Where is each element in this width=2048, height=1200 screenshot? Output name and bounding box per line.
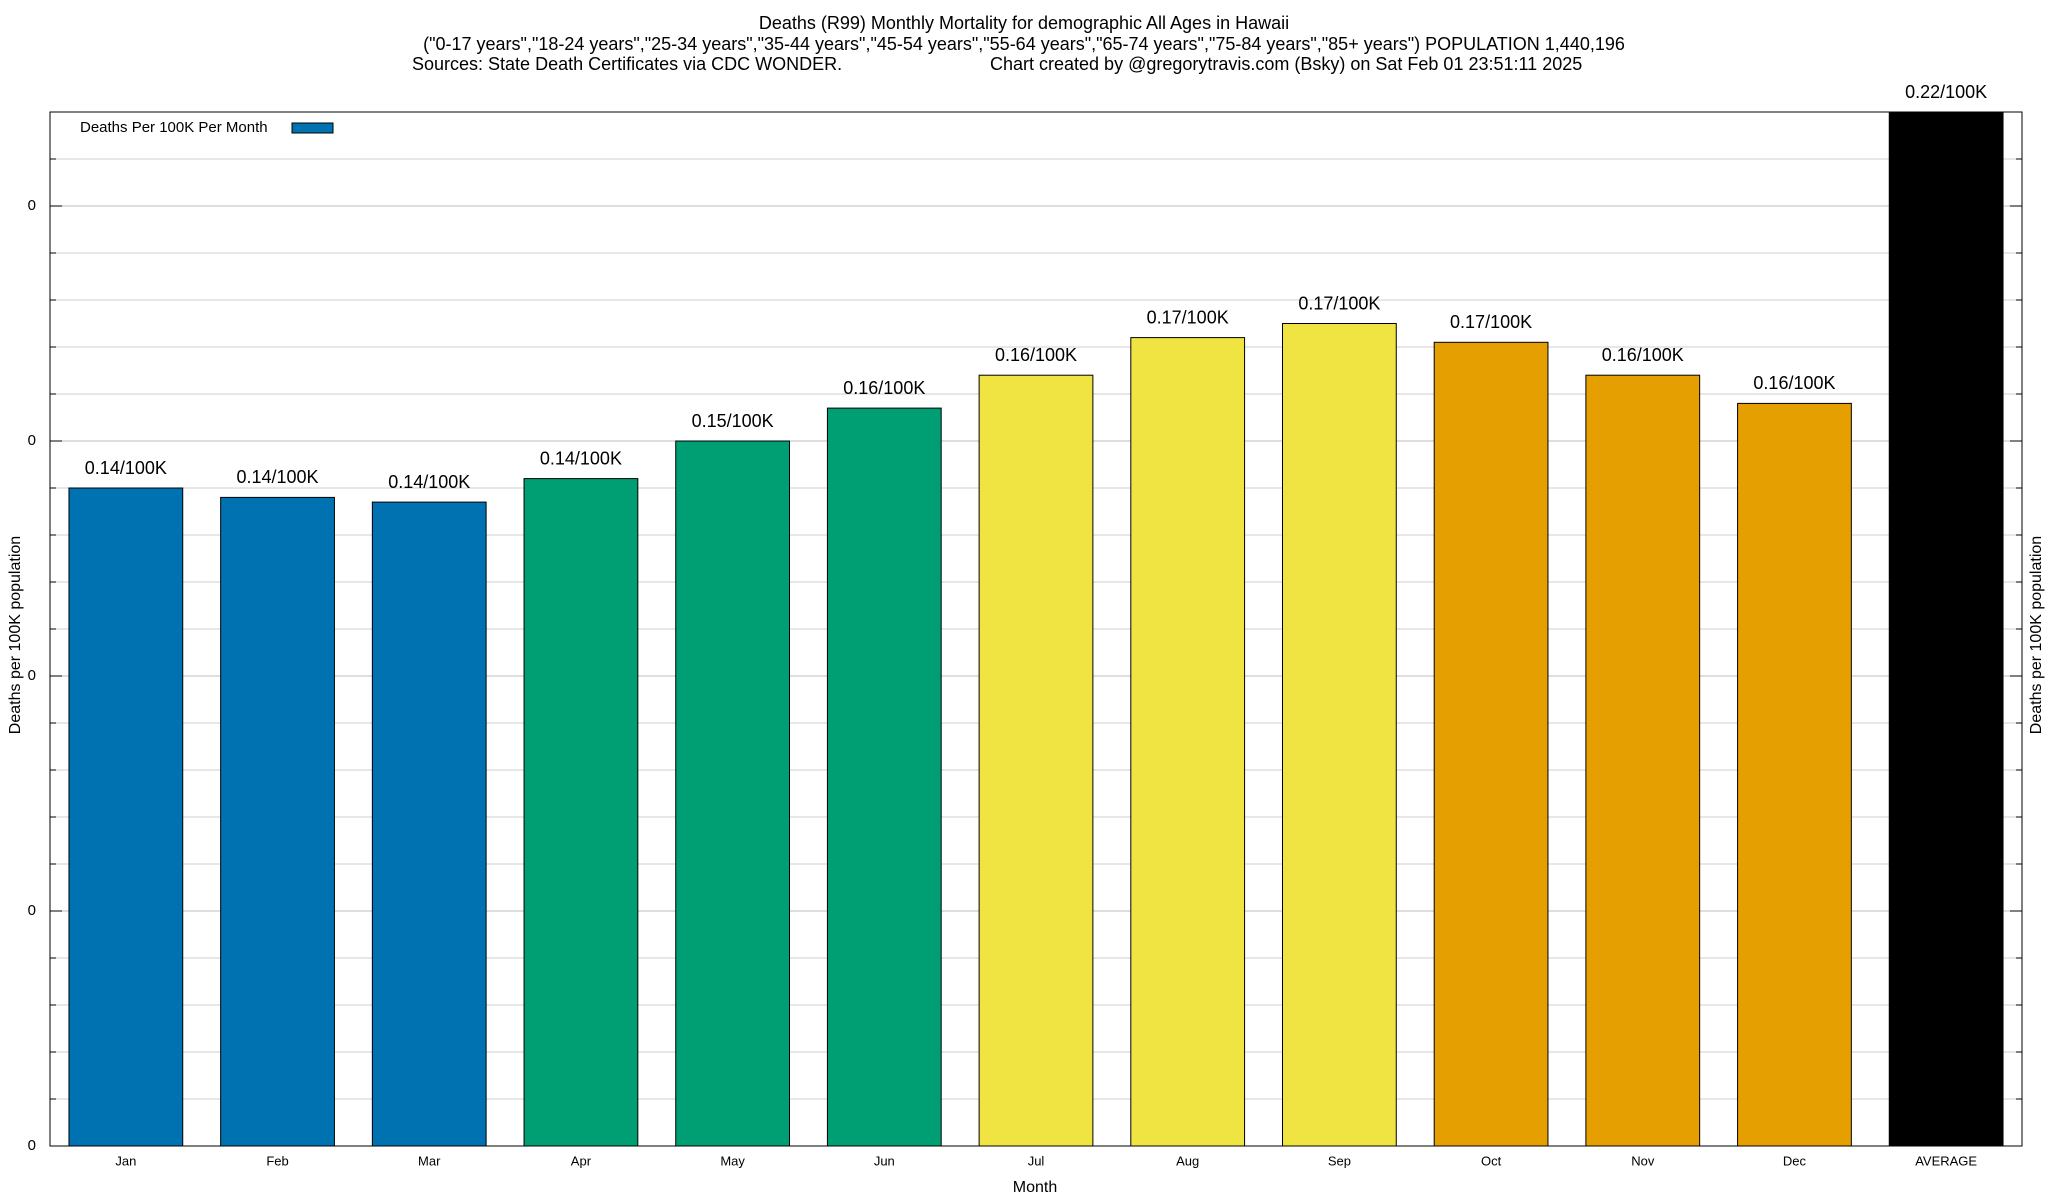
- value-label: 0.14/100K: [388, 472, 470, 492]
- x-tick-label: Apr: [571, 1153, 592, 1168]
- chart-subtitle: ("0-17 years","18-24 years","25-34 years…: [423, 34, 1625, 54]
- x-tick-label: Dec: [1783, 1153, 1807, 1168]
- value-label: 0.17/100K: [1298, 293, 1380, 313]
- value-label: 0.16/100K: [1602, 345, 1684, 365]
- legend-label: Deaths Per 100K Per Month: [80, 119, 268, 136]
- value-label: 0.17/100K: [1450, 312, 1532, 332]
- y-axis-label: Deaths per 100K population: [7, 536, 24, 734]
- x-tick-label: May: [720, 1153, 745, 1168]
- x-tick-label: Sep: [1328, 1153, 1351, 1168]
- x-tick-label: Nov: [1631, 1153, 1655, 1168]
- bar: [1585, 374, 1701, 1147]
- value-label: 0.14/100K: [85, 458, 167, 478]
- bar: [1888, 111, 2004, 1147]
- bar: [1282, 323, 1397, 1147]
- value-label: 0.14/100K: [540, 448, 622, 468]
- plot-frame: [49, 111, 2023, 1147]
- bar: [68, 487, 184, 1147]
- y2-axis-label: Deaths per 100K population: [2028, 536, 2045, 734]
- bar: [371, 501, 487, 1147]
- x-tick-label: Feb: [266, 1153, 288, 1168]
- bar: [978, 374, 1094, 1147]
- value-label: 0.16/100K: [995, 345, 1077, 365]
- x-tick-label: Jun: [874, 1153, 895, 1168]
- legend-swatch: [291, 122, 334, 134]
- value-label: 0.22/100K: [1905, 82, 1987, 102]
- y-tick-label: 0: [28, 667, 36, 684]
- y-tick-label: 0: [28, 432, 36, 449]
- x-tick-label: AVERAGE: [1915, 1153, 1977, 1168]
- x-tick-label: Jan: [115, 1153, 136, 1168]
- x-tick-label: Jul: [1028, 1153, 1045, 1168]
- x-tick-label: Aug: [1176, 1153, 1199, 1168]
- y-tick-label: 0: [28, 197, 36, 214]
- value-label: 0.17/100K: [1147, 307, 1229, 327]
- y-tick-label: 0: [28, 1137, 36, 1154]
- x-tick-label: Oct: [1481, 1153, 1502, 1168]
- x-tick-label: Mar: [418, 1153, 441, 1168]
- y-tick-label: 0: [28, 902, 36, 919]
- chart-title: Deaths (R99) Monthly Mortality for demog…: [759, 13, 1289, 33]
- bar: [1737, 402, 1852, 1147]
- credit-note: Chart created by @gregorytravis.com (Bsk…: [990, 54, 1582, 74]
- value-label: 0.16/100K: [843, 378, 925, 398]
- bar: [1130, 337, 1246, 1147]
- x-axis-label: Month: [1013, 1179, 1057, 1196]
- value-label: 0.15/100K: [692, 411, 774, 431]
- bar: [826, 407, 942, 1147]
- value-label: 0.14/100K: [236, 467, 318, 487]
- bar: [675, 440, 791, 1147]
- bar: [220, 496, 335, 1147]
- bar: [523, 478, 639, 1147]
- source-note: Sources: State Death Certificates via CD…: [412, 54, 842, 74]
- value-label: 0.16/100K: [1753, 373, 1835, 393]
- bar: [1433, 341, 1549, 1147]
